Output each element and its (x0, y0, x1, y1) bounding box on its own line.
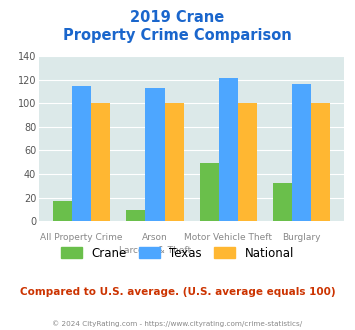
Bar (126, 211, 146, 221)
Bar (292, 84, 311, 221)
Bar (91, 103, 110, 221)
Legend: Crane, Texas, National: Crane, Texas, National (61, 247, 294, 260)
Bar (200, 163, 219, 221)
Text: Arson: Arson (142, 233, 168, 242)
Bar (219, 79, 238, 221)
Text: 2019 Crane: 2019 Crane (130, 10, 225, 25)
Text: All Property Crime: All Property Crime (40, 233, 123, 242)
Bar (146, 88, 164, 221)
Text: Burglary: Burglary (283, 233, 321, 242)
Bar (53, 201, 72, 221)
Bar (164, 103, 184, 221)
Text: Motor Vehicle Theft: Motor Vehicle Theft (184, 233, 272, 242)
Bar (72, 85, 91, 221)
Text: Larceny & Theft: Larceny & Theft (119, 246, 191, 255)
Bar (238, 103, 257, 221)
Bar (273, 183, 292, 221)
Text: © 2024 CityRating.com - https://www.cityrating.com/crime-statistics/: © 2024 CityRating.com - https://www.city… (53, 320, 302, 327)
Text: Property Crime Comparison: Property Crime Comparison (63, 28, 292, 43)
Text: Compared to U.S. average. (U.S. average equals 100): Compared to U.S. average. (U.S. average … (20, 287, 335, 297)
Bar (311, 103, 331, 221)
